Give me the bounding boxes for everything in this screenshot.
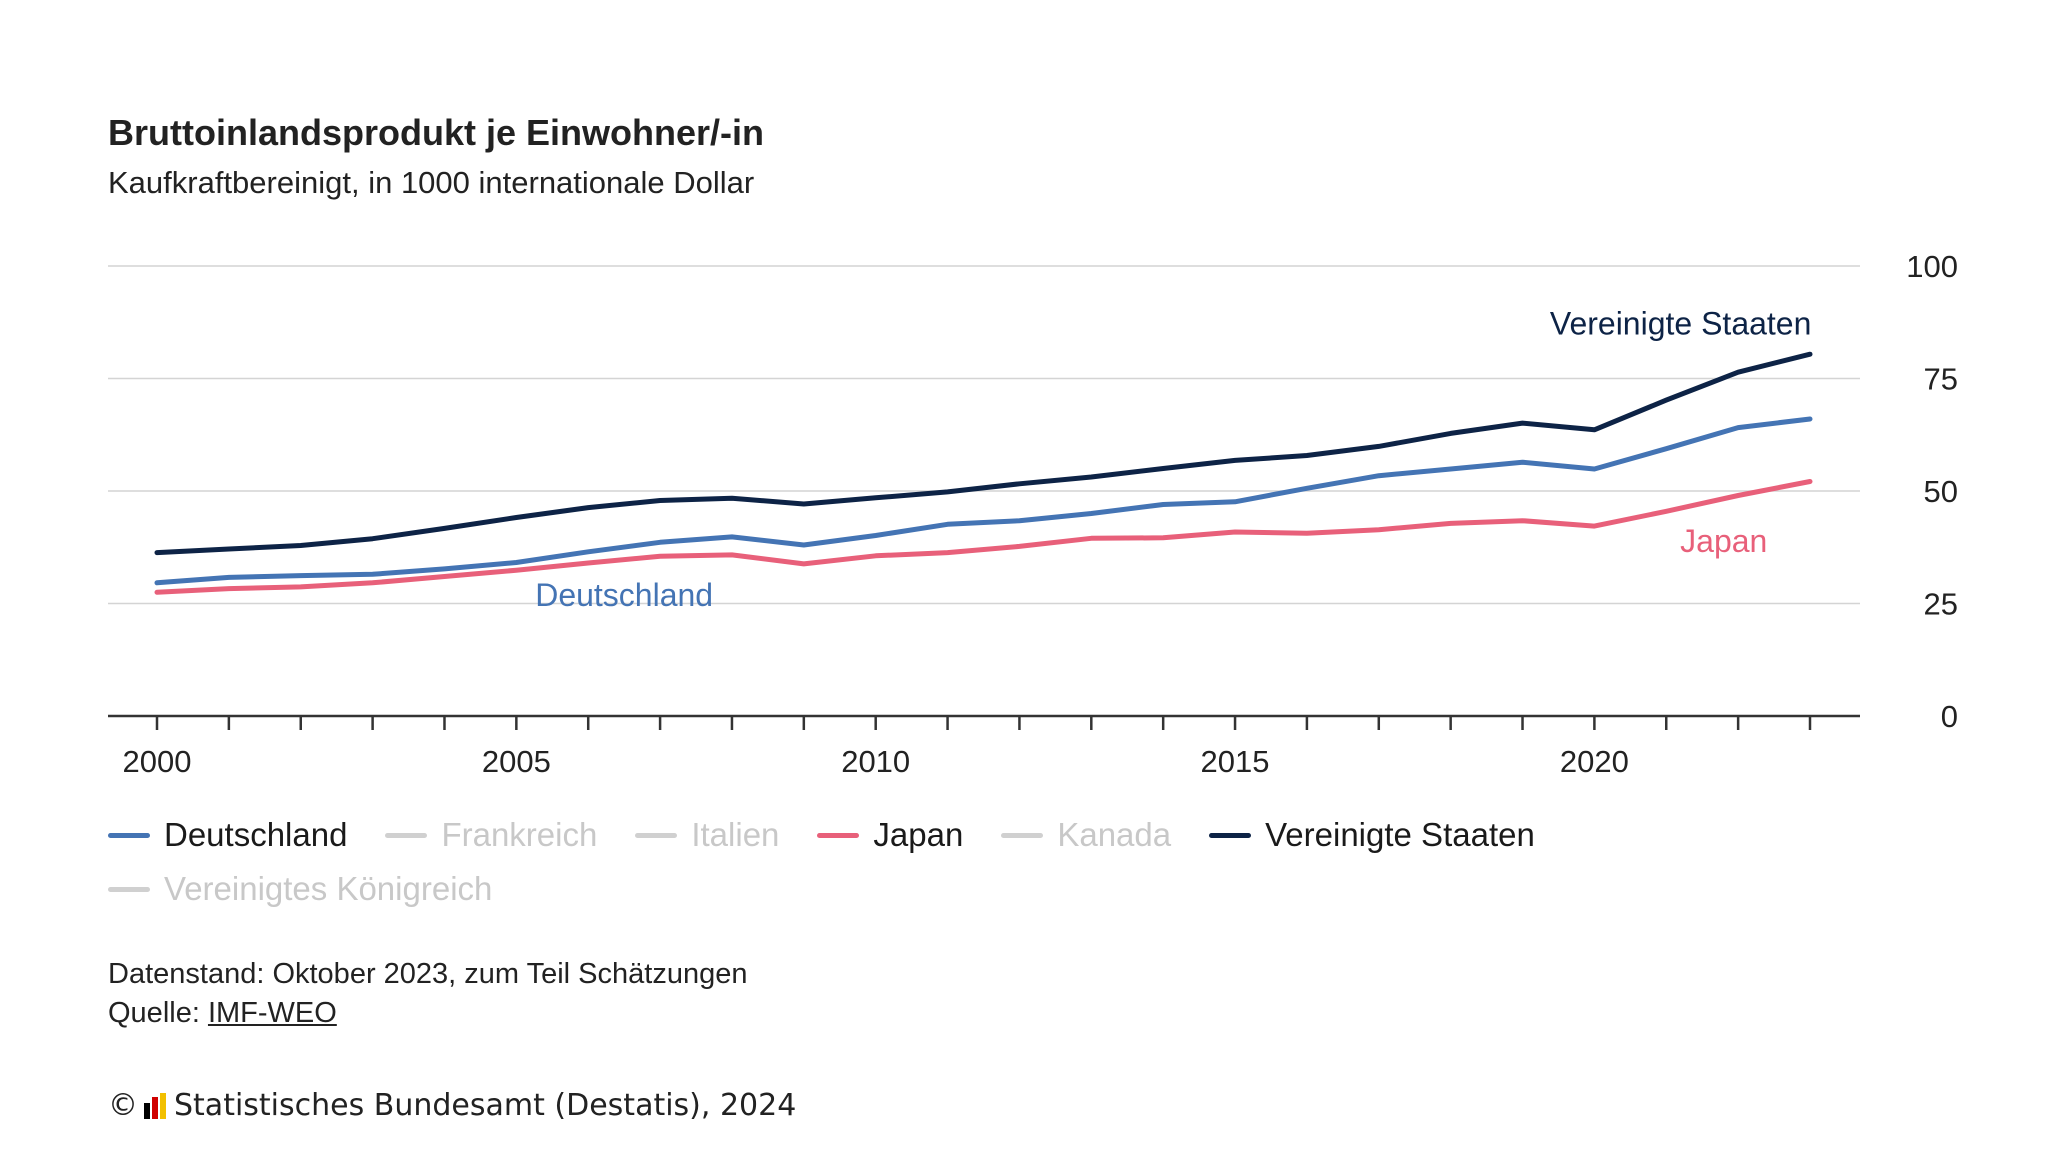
copyright: © Statistisches Bundesamt (Destatis), 20… — [108, 1088, 796, 1123]
legend-label: Vereinigte Staaten — [1265, 816, 1535, 853]
footnote: Datenstand: Oktober 2023, zum Teil Schät… — [108, 955, 747, 1033]
legend-item-deutschland[interactable]: Deutschland — [108, 816, 348, 853]
legend-item-italien[interactable]: Italien — [635, 816, 780, 853]
source-link[interactable]: IMF-WEO — [207, 997, 337, 1029]
source-note: Quelle: IMF-WEO — [108, 994, 747, 1033]
series-label-deutschland: Deutschland — [535, 577, 713, 613]
series-line-deutschland — [154, 416, 1813, 586]
legend-label: Vereinigtes Königreich — [164, 870, 493, 907]
legend-swatch — [1001, 832, 1044, 838]
x-tick-label: 2020 — [1560, 744, 1629, 779]
legend-swatch — [108, 832, 150, 838]
x-tick-label: 2015 — [1201, 744, 1270, 779]
source-prefix: Quelle: — [108, 997, 208, 1029]
legend-item-japan[interactable]: Japan — [817, 816, 964, 853]
series-line-vereinigte-staaten — [154, 351, 1813, 556]
series-label-vereinigte-staaten: Vereinigte Staaten — [1550, 305, 1812, 341]
chart-title: Bruttoinlandsprodukt je Einwohner/-in — [108, 112, 764, 153]
copyright-text: Statistisches Bundesamt (Destatis), 2024 — [174, 1088, 797, 1123]
legend-swatch — [1209, 832, 1252, 838]
x-tick-label: 2005 — [482, 744, 551, 779]
y-tick-label: 25 — [1924, 587, 1958, 622]
y-tick-label: 0 — [1941, 699, 1958, 734]
x-tick-label: 2000 — [123, 744, 192, 779]
legend-swatch — [817, 832, 860, 838]
chart-subtitle: Kaufkraftbereinigt, in 1000 internationa… — [108, 165, 755, 200]
legend-item-vereinigtes-königreich[interactable]: Vereinigtes Königreich — [108, 870, 493, 907]
series-line-japan — [154, 479, 1813, 595]
legend-label: Kanada — [1057, 816, 1172, 853]
legend-label: Deutschland — [164, 816, 348, 853]
y-tick-label: 100 — [1906, 249, 1958, 284]
copyright-symbol: © — [108, 1088, 138, 1123]
legend-label: Japan — [873, 816, 964, 853]
series-label-japan: Japan — [1680, 523, 1767, 559]
legend-swatch — [108, 886, 150, 892]
x-tick-label: 2010 — [841, 744, 910, 779]
data-status-note: Datenstand: Oktober 2023, zum Teil Schät… — [108, 958, 748, 990]
legend-label: Frankreich — [441, 816, 598, 853]
legend-item-frankreich[interactable]: Frankreich — [385, 816, 598, 853]
legend-swatch — [385, 832, 428, 838]
y-tick-label: 50 — [1924, 474, 1958, 509]
legend-item-kanada[interactable]: Kanada — [1001, 816, 1172, 853]
chart-legend: Deutschland Frankreich Italien Japan Kanada V… — [108, 816, 1748, 907]
destatis-logo-icon — [144, 1092, 168, 1119]
legend-item-vereinigte-staaten[interactable]: Vereinigte Staaten — [1209, 816, 1535, 853]
y-tick-label: 75 — [1924, 362, 1958, 397]
line-chart: 0 25 50 75 100 2000 2005 2010 2015 2020 Vereinigte… — [108, 249, 1958, 779]
legend-swatch — [635, 832, 678, 838]
legend-label: Italien — [691, 816, 780, 853]
